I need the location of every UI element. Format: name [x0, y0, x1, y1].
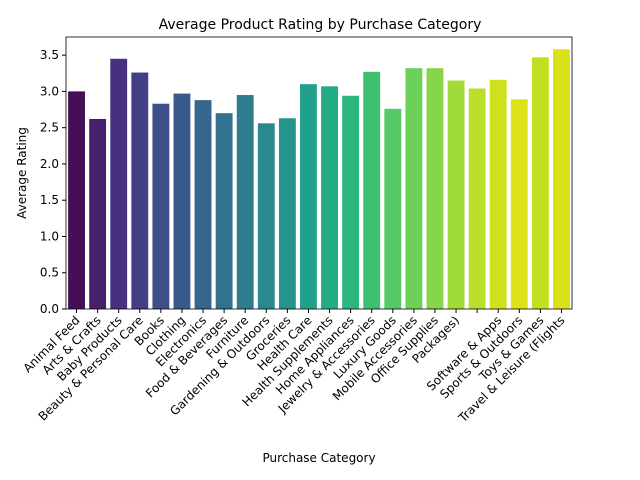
bar [131, 72, 149, 309]
y-axis-label: Average Rating [15, 127, 29, 219]
bar [68, 91, 85, 310]
y-tick-label: 2.0 [40, 157, 59, 171]
bar [405, 68, 423, 309]
plot-frame [65, 36, 573, 310]
bar [257, 123, 275, 309]
bar [342, 95, 360, 309]
bar [194, 100, 212, 309]
bar [89, 118, 107, 309]
bar [531, 57, 549, 310]
bar [553, 49, 570, 310]
bar [489, 79, 507, 309]
bar [300, 84, 317, 309]
bar [321, 86, 338, 310]
bar [447, 80, 465, 310]
y-tick-label: 0.0 [40, 302, 59, 316]
bar [215, 113, 233, 309]
y-tick-label: 1.0 [40, 229, 59, 243]
x-axis-label: Purchase Category [262, 451, 375, 465]
y-tick-label: 1.5 [40, 193, 59, 207]
y-tick-label: 2.5 [40, 121, 59, 135]
y-tick-label: 3.0 [40, 84, 59, 98]
y-tick-label: 3.5 [40, 48, 59, 62]
y-tick-label: 0.5 [40, 266, 59, 280]
bar [363, 71, 381, 309]
bar [384, 108, 402, 309]
chart-title: Average Product Rating by Purchase Categ… [159, 17, 482, 33]
bar [510, 99, 528, 310]
bar [152, 103, 170, 309]
bar [278, 118, 296, 309]
bar [110, 58, 128, 310]
bar [468, 88, 486, 310]
bar [173, 93, 191, 310]
bar [236, 95, 254, 309]
bar [426, 68, 444, 309]
